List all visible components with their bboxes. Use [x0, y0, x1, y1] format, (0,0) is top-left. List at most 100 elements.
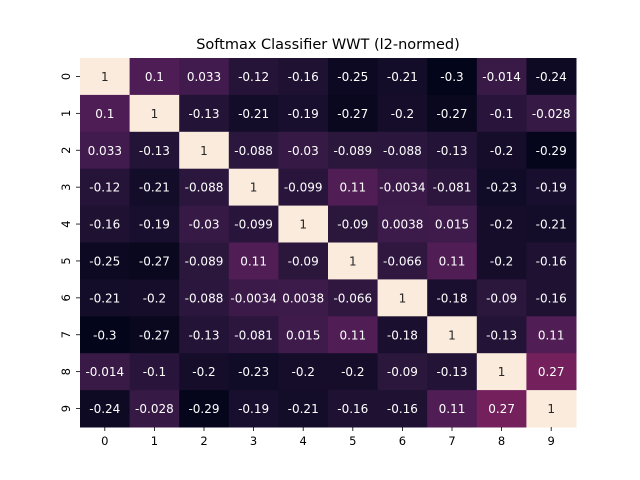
heatmap-cell-2-3 [228, 131, 279, 170]
heatmap-cell-2-6 [377, 131, 428, 170]
heatmap-cell-6-9 [526, 279, 577, 317]
cell-value-label-5-5: 1 [349, 254, 357, 268]
heatmap-cell-5-8 [476, 242, 527, 280]
cell-value-label-3-4: -0.099 [284, 181, 323, 195]
heatmap-cells: 1 0.1 0.033 -0.12 -0.16 -0.25 -0.21 -0.3 -0.014-… [80, 58, 577, 428]
cell-value-label-3-7: -0.081 [433, 181, 472, 195]
cell-value-label-1-3: -0.21 [238, 107, 269, 121]
cell-value-label-2-8: -0.2 [490, 144, 513, 158]
cell-value-label-5-7: 0.11 [439, 254, 466, 268]
cell-value-label-7-7: 1 [448, 328, 456, 342]
cell-value-label-0-8: -0.014 [482, 70, 521, 84]
cell-value-label-3-3: 1 [250, 181, 258, 195]
heatmap-cell-9-2 [179, 390, 230, 428]
heatmap-cell-3-5 [328, 168, 379, 207]
cell-value-label-4-9: -0.21 [536, 218, 567, 232]
heatmap-cell-7-5 [328, 316, 379, 354]
cell-value-label-1-8: -0.1 [490, 107, 513, 121]
heatmap-cell-6-1 [129, 279, 180, 317]
cell-value-label-3-5: 0.11 [339, 181, 366, 195]
heatmap-cell-6-3 [228, 279, 279, 317]
cell-value-label-9-0: -0.24 [89, 402, 120, 416]
heatmap-cell-7-3 [228, 316, 279, 354]
cell-value-label-5-9: -0.16 [536, 254, 567, 268]
cell-value-label-7-4: 0.015 [286, 328, 320, 342]
x-tick-label-4: 4 [300, 434, 307, 448]
heatmap-cell-4-1 [129, 205, 180, 243]
cell-value-label-2-7: -0.13 [436, 144, 467, 158]
heatmap-cell-5-2 [179, 242, 230, 280]
cell-value-label-2-3: -0.088 [234, 144, 273, 158]
cell-value-label-9-8: 0.27 [488, 402, 515, 416]
cell-value-label-5-4: -0.09 [288, 254, 319, 268]
heatmap-cell-1-6 [377, 94, 428, 133]
cell-value-label-0-9: -0.24 [536, 70, 567, 84]
heatmap-cell-9-6 [377, 390, 428, 428]
heatmap-cell-3-1 [129, 168, 180, 207]
heatmap-cell-2-9 [526, 131, 577, 170]
y-tick-label-7: 7 [59, 331, 73, 338]
heatmap-cell-3-0 [80, 168, 131, 207]
heatmap-cell-7-6 [377, 316, 428, 354]
cell-value-label-6-7: -0.18 [436, 291, 467, 305]
heatmap-cell-5-9 [526, 242, 577, 280]
heatmap-cell-8-4 [278, 353, 329, 391]
heatmap-cell-5-4 [278, 242, 329, 280]
cell-value-label-4-5: -0.09 [337, 218, 368, 232]
heatmap-cell-0-1 [129, 58, 180, 96]
heatmap-cell-0-8 [476, 58, 527, 96]
cell-value-label-0-1: 0.1 [145, 70, 164, 84]
heatmap-cell-2-2 [179, 131, 230, 170]
cell-value-label-6-8: -0.09 [486, 291, 517, 305]
cell-value-label-4-7: 0.015 [435, 218, 469, 232]
heatmap-cell-1-3 [228, 94, 279, 133]
cell-value-label-6-2: -0.088 [185, 291, 224, 305]
heatmap-cell-1-9 [526, 94, 577, 133]
heatmap-cell-6-6 [377, 279, 428, 317]
cell-value-label-1-0: 0.1 [95, 107, 114, 121]
heatmap-cell-4-0 [80, 205, 131, 243]
cell-value-label-2-6: -0.088 [383, 144, 422, 158]
cell-value-label-9-3: -0.19 [238, 402, 269, 416]
cell-value-label-3-1: -0.21 [139, 181, 170, 195]
cell-value-label-5-8: -0.2 [490, 254, 513, 268]
heatmap-cell-3-8 [476, 168, 527, 207]
heatmap-cell-7-7 [427, 316, 478, 354]
heatmap-cell-4-4 [278, 205, 329, 243]
heatmap-cell-5-0 [80, 242, 131, 280]
heatmap-cell-8-6 [377, 353, 428, 391]
cell-value-label-1-1: 1 [151, 107, 159, 121]
cell-value-label-9-4: -0.21 [288, 402, 319, 416]
heatmap-cell-0-5 [328, 58, 379, 96]
heatmap-cell-2-8 [476, 131, 527, 170]
cell-value-label-4-6: 0.0038 [381, 218, 423, 232]
heatmap-cell-9-5 [328, 390, 379, 428]
heatmap-cell-9-0 [80, 390, 131, 428]
heatmap-cell-6-8 [476, 279, 527, 317]
x-tick-label-2: 2 [200, 434, 207, 448]
cell-value-label-5-1: -0.27 [139, 254, 170, 268]
heatmap-cell-8-1 [129, 353, 180, 391]
cell-value-label-4-2: -0.03 [188, 218, 219, 232]
heatmap-cell-1-7 [427, 94, 478, 133]
cell-value-label-6-9: -0.16 [536, 291, 567, 305]
heatmap-cell-0-4 [278, 58, 329, 96]
y-tick-label-2: 2 [59, 147, 73, 154]
cell-value-label-4-0: -0.16 [89, 218, 120, 232]
heatmap-cell-6-0 [80, 279, 131, 317]
heatmap-cell-5-1 [129, 242, 180, 280]
x-tick-label-0: 0 [101, 434, 108, 448]
cell-value-label-7-3: -0.081 [234, 328, 273, 342]
heatmap-cell-7-9 [526, 316, 577, 354]
cell-value-label-1-4: -0.19 [288, 107, 319, 121]
heatmap-cell-6-7 [427, 279, 478, 317]
cell-value-label-0-4: -0.16 [288, 70, 319, 84]
heatmap-cell-8-7 [427, 353, 478, 391]
cell-value-label-8-9: 0.27 [538, 365, 565, 379]
x-tick-label-8: 8 [498, 434, 505, 448]
heatmap-cell-3-2 [179, 168, 230, 207]
heatmap-cell-9-3 [228, 390, 279, 428]
heatmap-cell-4-9 [526, 205, 577, 243]
x-tick-label-7: 7 [448, 434, 455, 448]
x-tick-label-5: 5 [349, 434, 356, 448]
